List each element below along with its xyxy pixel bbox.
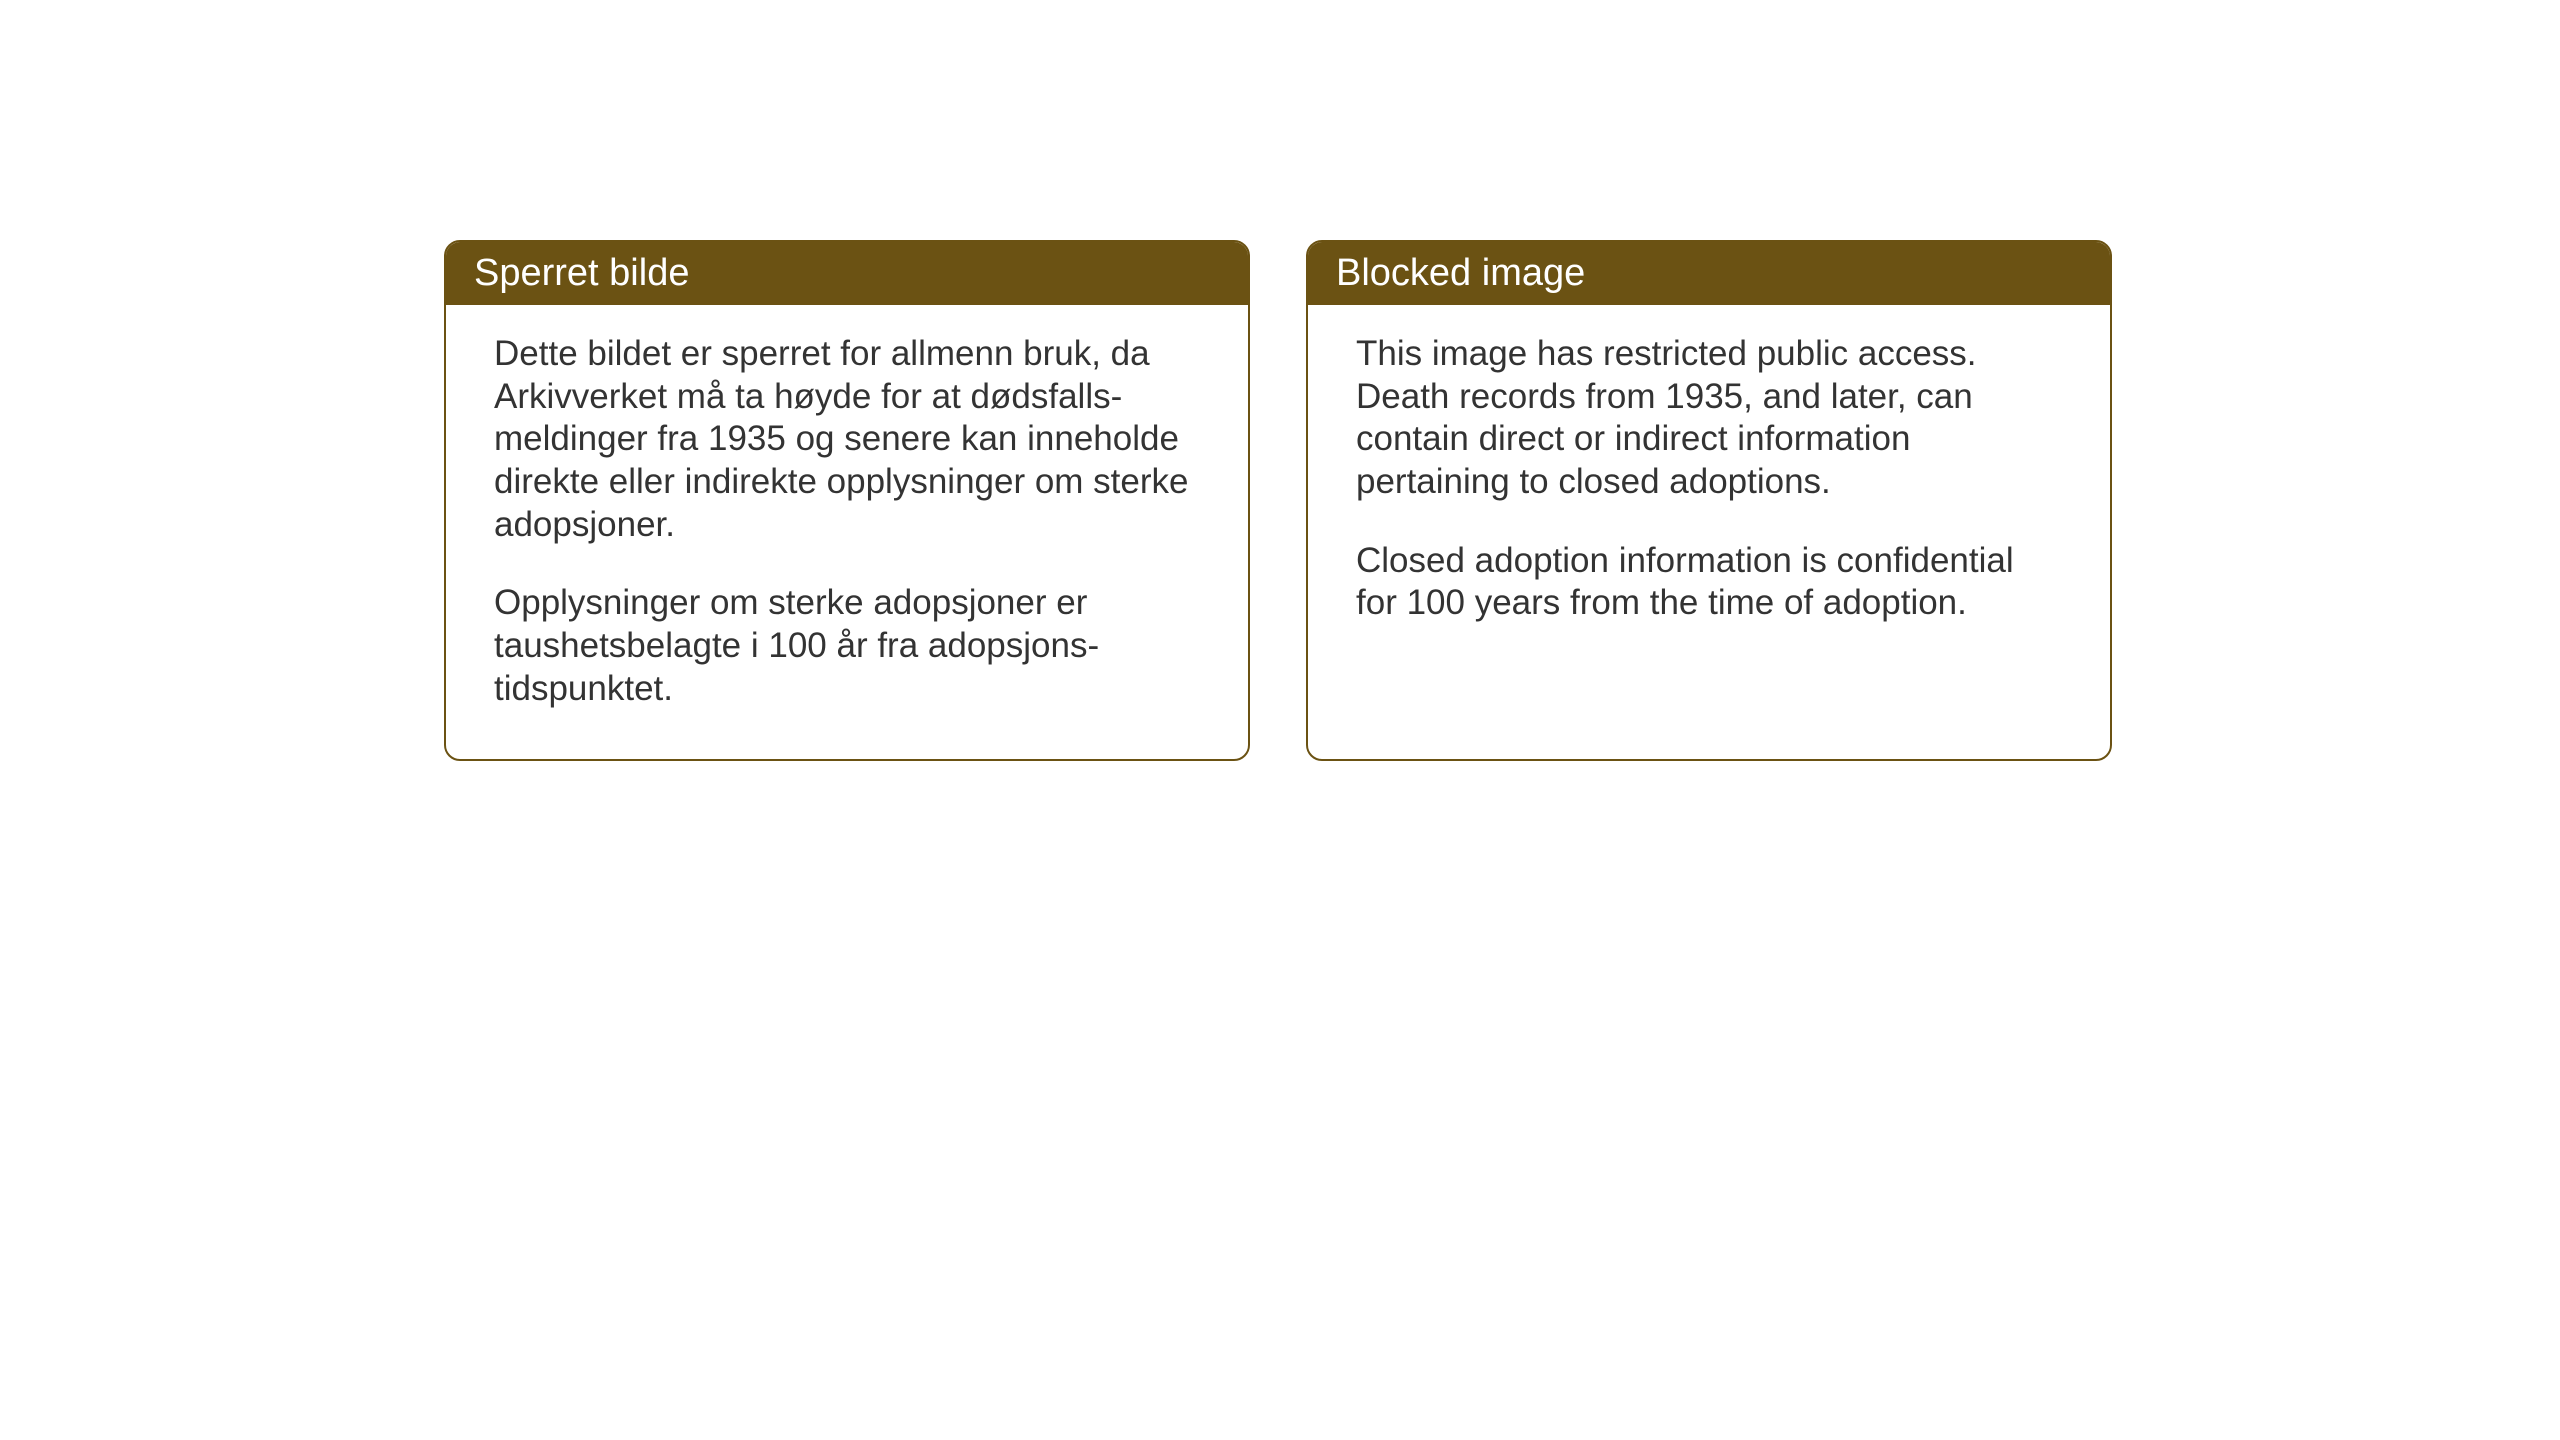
- paragraph-2-norwegian: Opplysninger om sterke adopsjoner er tau…: [494, 582, 1200, 710]
- card-body-norwegian: Dette bildet er sperret for allmenn bruk…: [446, 305, 1248, 759]
- card-title-english: Blocked image: [1336, 252, 1585, 294]
- card-body-english: This image has restricted public access.…: [1308, 305, 2110, 673]
- paragraph-1-norwegian: Dette bildet er sperret for allmenn bruk…: [494, 333, 1200, 546]
- notice-cards-container: Sperret bilde Dette bildet er sperret fo…: [444, 240, 2112, 761]
- paragraph-2-english: Closed adoption information is confident…: [1356, 540, 2062, 625]
- card-title-norwegian: Sperret bilde: [474, 252, 689, 294]
- notice-card-norwegian: Sperret bilde Dette bildet er sperret fo…: [444, 240, 1250, 761]
- notice-card-english: Blocked image This image has restricted …: [1306, 240, 2112, 761]
- card-header-norwegian: Sperret bilde: [446, 242, 1248, 305]
- card-header-english: Blocked image: [1308, 242, 2110, 305]
- paragraph-1-english: This image has restricted public access.…: [1356, 333, 2062, 504]
